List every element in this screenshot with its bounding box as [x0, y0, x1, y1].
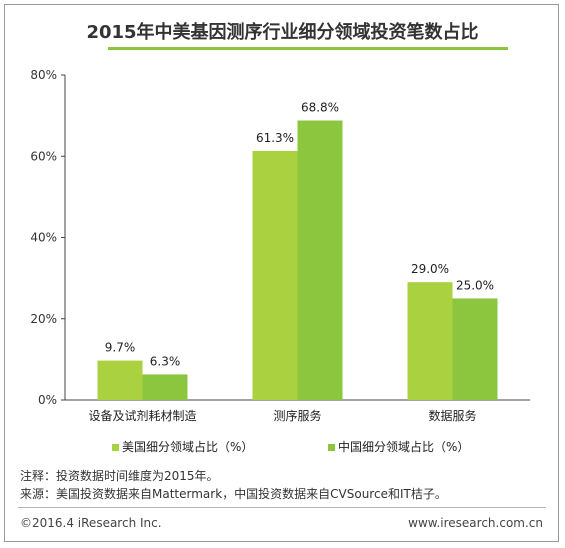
y-tick-label: 40% — [30, 231, 57, 245]
data-label: 61.3% — [256, 131, 294, 145]
chart-title: 2015年中美基因测序行业细分领域投资笔数占比 — [86, 22, 479, 43]
source-text: 来源：美国投资数据来自Mattermark，中国投资数据来自CVSource和I… — [20, 487, 447, 501]
bar — [97, 360, 143, 400]
y-tick-label: 0% — [38, 393, 57, 407]
legend-label-us: 美国细分领域占比（%） — [122, 440, 254, 454]
data-label: 6.3% — [150, 354, 181, 368]
y-tick-label: 20% — [30, 312, 57, 326]
x-tick-label: 数据服务 — [428, 408, 476, 423]
website-text: www.iresearch.com.cn — [408, 516, 543, 530]
x-tick-label: 设备及试剂耗材制造 — [88, 408, 196, 423]
bar — [407, 282, 453, 400]
x-tick-label: 测序服务 — [273, 408, 321, 423]
legend-swatch-cn — [328, 444, 335, 451]
legend-item-cn: 中国细分领域占比（%） — [328, 438, 469, 455]
legend-item-us: 美国细分领域占比（%） — [112, 438, 253, 455]
y-tick-label: 80% — [30, 68, 57, 82]
bar — [452, 298, 498, 400]
bar — [252, 150, 298, 400]
legend-label-cn: 中国细分领域占比（%） — [338, 440, 470, 454]
legend-swatch-us — [112, 444, 119, 451]
footer-divider — [18, 507, 546, 508]
bar — [142, 374, 188, 400]
note-text: 注释：投资数据时间维度为2015年。 — [20, 469, 219, 483]
data-label: 9.7% — [105, 341, 136, 355]
title-underline — [108, 47, 508, 50]
y-tick-label: 60% — [30, 149, 57, 163]
data-label: 68.8% — [301, 101, 339, 115]
bar — [297, 120, 343, 400]
data-label: 25.0% — [456, 278, 494, 292]
data-label: 29.0% — [411, 262, 449, 276]
copyright-text: ©2016.4 iResearch Inc. — [20, 516, 162, 530]
